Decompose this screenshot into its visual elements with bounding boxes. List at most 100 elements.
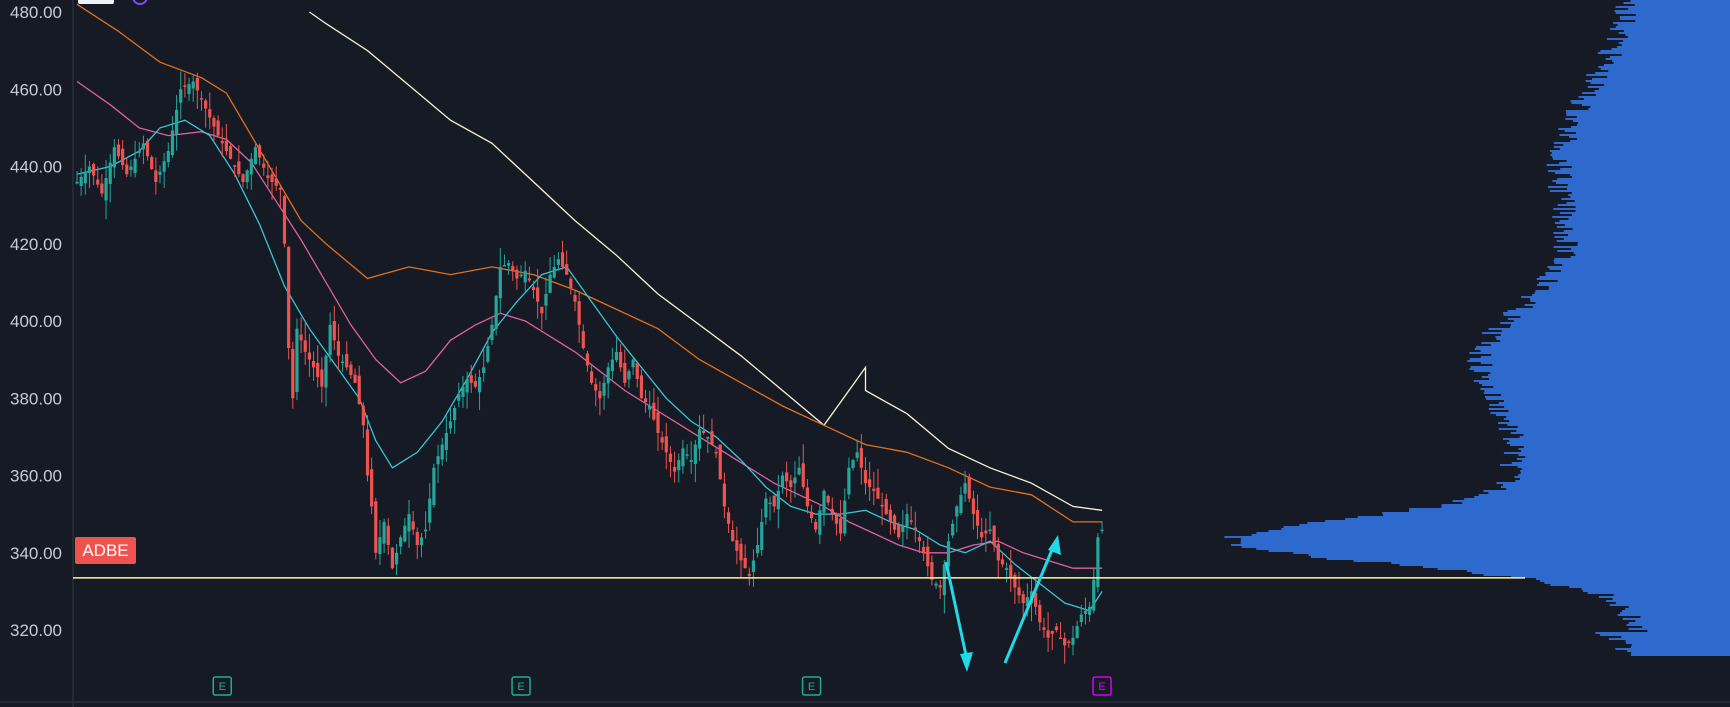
volume-profile-bar (1607, 76, 1730, 78)
earnings-marker[interactable] (511, 676, 531, 696)
volume-profile-bar (1569, 586, 1730, 588)
y-tick-label: 480.00 (10, 3, 62, 22)
candle-body (627, 371, 631, 380)
volume-profile-bar (1631, 644, 1730, 646)
volume-profile-bar (1647, 630, 1730, 632)
candle-body (789, 480, 793, 488)
volume-profile-bar (1473, 380, 1730, 382)
volume-profile-bar (1577, 244, 1730, 246)
volume-profile-bar (1557, 178, 1730, 180)
candle-body (934, 583, 938, 586)
earnings-marker[interactable] (801, 676, 822, 696)
volume-profile-bar (1563, 230, 1730, 232)
earnings-marker-label: E (808, 681, 815, 693)
up-arrow[interactable] (1003, 544, 1056, 664)
volume-profile-bar (1241, 546, 1730, 548)
volume-profile (1224, 0, 1730, 656)
volume-profile-bar (1481, 332, 1730, 334)
volume-profile-bar (1507, 424, 1730, 426)
indicator-icon[interactable] (132, 0, 148, 5)
candle-body (913, 527, 917, 530)
volume-profile-bar (1623, 2, 1730, 4)
candle-body (195, 77, 199, 91)
volume-profile-bar (1604, 64, 1730, 66)
volume-profile-bar (1571, 166, 1730, 168)
volume-profile-bar (1506, 488, 1730, 490)
candle-body (901, 525, 905, 532)
volume-profile-bar (1391, 562, 1730, 564)
volume-profile-bar (1504, 400, 1730, 402)
candle-body (129, 166, 133, 171)
down-arrow[interactable] (944, 561, 969, 661)
volume-profile-bar (1590, 106, 1730, 108)
moving-average-line (76, 3, 1103, 523)
candle-body (108, 162, 112, 184)
candle-body (834, 513, 839, 524)
candle-body (1009, 564, 1013, 578)
candle-body (498, 266, 502, 299)
candle-body (1038, 604, 1042, 623)
candle-body (722, 483, 726, 507)
volume-profile-bar (1586, 74, 1730, 76)
symbol-badge-label: ADBE (82, 541, 128, 560)
volume-profile-bar (1595, 72, 1730, 74)
volume-profile-bar (1558, 128, 1730, 130)
volume-profile-bar (1628, 622, 1730, 624)
volume-profile-bar (1498, 428, 1730, 430)
volume-profile-bar (1570, 256, 1730, 258)
candle-body (266, 175, 270, 179)
volume-profile-bar (1625, 642, 1730, 644)
volume-profile-bar (1501, 330, 1730, 332)
candle-body (87, 166, 92, 174)
candle-body (1075, 626, 1079, 638)
candle-body (955, 506, 959, 517)
candle-body (374, 501, 378, 553)
earnings-marker[interactable] (1092, 676, 1112, 696)
candle-body (726, 512, 731, 524)
candle-body (590, 371, 594, 383)
candles (75, 71, 1104, 664)
candle-body (619, 351, 623, 368)
volume-profile-bar (1516, 430, 1730, 432)
candle-body (1021, 594, 1025, 603)
candle-body (668, 453, 673, 462)
top-toolbar-fragment[interactable] (78, 0, 148, 5)
candle-body (394, 552, 399, 565)
volume-profile-bar (1575, 210, 1730, 212)
volume-profile-bar (1594, 90, 1730, 92)
candle-body (311, 360, 316, 368)
down-arrow-head (960, 652, 973, 672)
candle-body (1054, 626, 1058, 630)
price-axis[interactable]: 480.00 460.00 440.00 420.00 400.00 380.00 360.… (10, 3, 62, 640)
volume-profile-bar (1588, 108, 1730, 110)
volume-profile-bar (1547, 266, 1730, 268)
legend-fragment (78, 0, 114, 4)
candle-body (328, 324, 332, 355)
volume-profile-bar (1619, 18, 1730, 20)
candle-body (818, 510, 822, 535)
volume-profile-bar (1509, 440, 1730, 442)
volume-profile-bar (1357, 516, 1730, 518)
volume-profile-bar (1618, 42, 1730, 44)
volume-profile-bar (1518, 454, 1730, 456)
candle-body (457, 394, 461, 401)
candle-body (191, 81, 195, 89)
volume-profile-bar (1382, 512, 1730, 514)
volume-profile-bar (1556, 240, 1730, 242)
earnings-marker[interactable] (212, 676, 232, 696)
volume-profile-bar (1622, 40, 1730, 42)
trend-arrows[interactable] (944, 535, 1061, 672)
candle-body (930, 562, 934, 580)
moving-average-line (309, 11, 1103, 511)
candle-body (233, 165, 237, 167)
candle-body (473, 381, 477, 387)
volume-profile-bar (1640, 616, 1730, 618)
candle-body (245, 170, 249, 183)
symbol-badge[interactable]: ADBE (75, 537, 136, 564)
volume-profile-bar (1560, 168, 1730, 170)
candle-body (1088, 606, 1092, 615)
candle-body (764, 498, 768, 518)
volume-profile-bar (1550, 584, 1730, 586)
